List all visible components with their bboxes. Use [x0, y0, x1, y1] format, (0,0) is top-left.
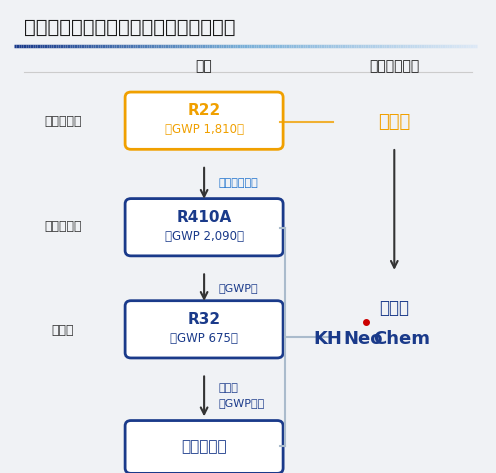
Text: 冷媒の動向と当社の冷凍機油原料の開発: 冷媒の動向と当社の冷凍機油原料の開発 [24, 18, 235, 36]
FancyBboxPatch shape [125, 301, 283, 358]
FancyBboxPatch shape [125, 92, 283, 149]
Text: Chem: Chem [373, 330, 431, 348]
Text: （GWP 2,090）: （GWP 2,090） [165, 229, 244, 243]
Text: （GWP 1,810）: （GWP 1,810） [165, 123, 244, 136]
Text: 低GWP化へ: 低GWP化へ [219, 398, 265, 408]
Text: 合成系: 合成系 [379, 299, 409, 317]
Text: R32: R32 [187, 312, 221, 327]
Text: 代替フロン: 代替フロン [44, 219, 81, 233]
Text: （GWP 675）: （GWP 675） [170, 332, 238, 345]
Text: Neo: Neo [343, 330, 382, 348]
Text: 鉱油系: 鉱油系 [378, 113, 410, 131]
Text: KH: KH [314, 330, 343, 348]
Text: 冷媒: 冷媒 [196, 60, 212, 74]
Text: 次世代冷媒: 次世代冷媒 [182, 439, 227, 455]
FancyBboxPatch shape [125, 199, 283, 256]
FancyBboxPatch shape [125, 420, 283, 473]
Text: さらに: さらに [219, 384, 239, 394]
Text: 冷凍機油原料: 冷凍機油原料 [369, 60, 420, 74]
Text: オゾン層保護: オゾン層保護 [219, 178, 258, 188]
Text: R410A: R410A [177, 210, 232, 225]
Text: 低GWP化: 低GWP化 [219, 282, 258, 293]
Text: 新冷媒: 新冷媒 [52, 324, 74, 337]
Text: R22: R22 [187, 104, 221, 118]
Text: 特定フロン: 特定フロン [44, 115, 81, 128]
